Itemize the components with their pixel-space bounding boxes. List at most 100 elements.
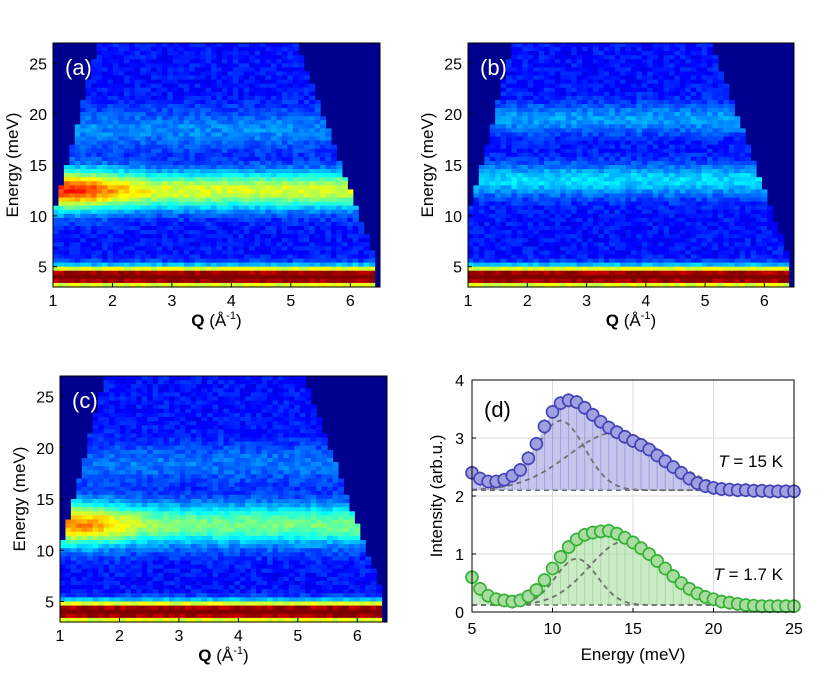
heatmap-cell xyxy=(183,250,190,256)
heatmap-cell xyxy=(538,108,545,113)
heatmap-cell xyxy=(582,136,589,142)
heatmap-cell xyxy=(162,230,169,235)
heatmap-cell xyxy=(162,87,169,93)
heatmap-cell xyxy=(96,213,103,219)
heatmap-cell xyxy=(183,205,190,211)
heatmap-cell xyxy=(679,156,686,162)
heatmap-cell xyxy=(194,124,201,129)
heatmap-cell xyxy=(211,274,218,280)
heatmap-cell xyxy=(221,95,228,101)
heatmap-cell xyxy=(151,169,158,174)
heatmap-cell xyxy=(549,91,556,97)
heatmap-cell xyxy=(281,181,288,186)
heatmap-cell xyxy=(254,124,261,129)
heatmap-cell xyxy=(500,136,507,142)
heatmap-cell xyxy=(63,165,70,170)
heatmap-cell xyxy=(516,189,523,195)
heatmap-cell xyxy=(679,128,686,134)
heatmap-cell xyxy=(145,59,152,64)
heatmap-cell xyxy=(309,95,316,101)
heatmap-cell xyxy=(107,99,114,105)
heatmap-cell xyxy=(511,177,518,182)
heatmap-cell xyxy=(647,136,654,142)
heatmap-cell xyxy=(281,144,288,150)
heatmap-cell xyxy=(151,91,158,97)
heatmap-cell xyxy=(347,270,354,276)
heatmap-cell xyxy=(625,213,632,219)
heatmap-cell xyxy=(309,181,316,186)
heatmap-cell xyxy=(565,91,572,97)
heatmap-cell xyxy=(679,75,686,81)
heatmap-cell xyxy=(281,169,288,174)
heatmap-cell xyxy=(314,104,321,109)
heatmap-cell xyxy=(91,185,98,190)
heatmap-cell xyxy=(707,144,714,150)
heatmap-cell xyxy=(254,246,261,251)
heatmap-cell xyxy=(194,120,201,125)
heatmap-cell xyxy=(123,173,130,178)
heatmap-cell xyxy=(227,160,234,166)
heatmap-cell xyxy=(74,205,81,211)
heatmap-cell xyxy=(674,55,681,60)
heatmap-cell xyxy=(102,234,109,239)
heatmap-cell xyxy=(696,169,703,174)
heatmap-cell xyxy=(145,165,152,170)
heatmap-cell xyxy=(281,270,288,276)
heatmap-cell xyxy=(189,55,196,60)
heatmap-cell xyxy=(85,136,92,142)
heatmap-cell xyxy=(69,246,76,251)
heatmap-cell xyxy=(309,144,316,150)
heatmap-cell xyxy=(620,104,627,109)
heatmap-cell xyxy=(167,95,174,101)
heatmap-cell xyxy=(696,108,703,113)
heatmap-cell xyxy=(194,116,201,121)
heatmap-cell xyxy=(717,189,724,195)
heatmap-cell xyxy=(598,181,605,186)
heatmap-cell xyxy=(303,234,310,239)
heatmap-cell xyxy=(641,181,648,186)
heatmap-cell xyxy=(734,128,741,134)
heatmap-cell xyxy=(140,230,147,235)
heatmap-cell xyxy=(211,250,218,256)
heatmap-cell xyxy=(582,79,589,85)
heatmap-cell xyxy=(167,152,174,158)
heatmap-cell xyxy=(522,87,529,93)
heatmap-cell xyxy=(674,87,681,93)
heatmap-cell xyxy=(303,197,310,203)
heatmap-cell xyxy=(303,112,310,117)
heatmap-cell xyxy=(189,221,196,227)
heatmap-cell xyxy=(140,75,147,81)
heatmap-cell xyxy=(298,262,305,268)
heatmap-cell xyxy=(211,205,218,211)
heatmap-cell xyxy=(216,238,223,243)
heatmap-cell xyxy=(178,189,185,195)
heatmap-cell xyxy=(53,254,60,260)
heatmap-cell xyxy=(162,59,169,64)
heatmap-cell xyxy=(162,51,169,56)
heatmap-cell xyxy=(205,47,212,52)
heatmap-cell xyxy=(91,266,98,272)
heatmap-cell xyxy=(641,185,648,190)
heatmap-cell xyxy=(276,83,283,89)
heatmap-cell xyxy=(96,91,103,97)
heatmap-cell xyxy=(151,201,158,207)
heatmap-cell xyxy=(162,160,169,166)
heatmap-cell xyxy=(625,160,632,166)
heatmap-cell xyxy=(162,177,169,182)
heatmap-cell xyxy=(243,116,250,121)
heatmap-cell xyxy=(162,116,169,121)
heatmap-cell xyxy=(696,128,703,134)
heatmap-cell xyxy=(189,238,196,243)
heatmap-cell xyxy=(516,152,523,158)
heatmap-cell xyxy=(183,132,190,138)
heatmap-cell xyxy=(609,205,616,211)
heatmap-cell xyxy=(91,193,98,199)
heatmap-cell xyxy=(690,59,697,64)
heatmap-cell xyxy=(669,185,676,190)
heatmap-cell xyxy=(549,185,556,190)
heatmap-cell xyxy=(489,185,496,190)
heatmap-cell xyxy=(669,209,676,215)
heatmap-cell xyxy=(205,79,212,85)
heatmap-cell xyxy=(582,120,589,125)
